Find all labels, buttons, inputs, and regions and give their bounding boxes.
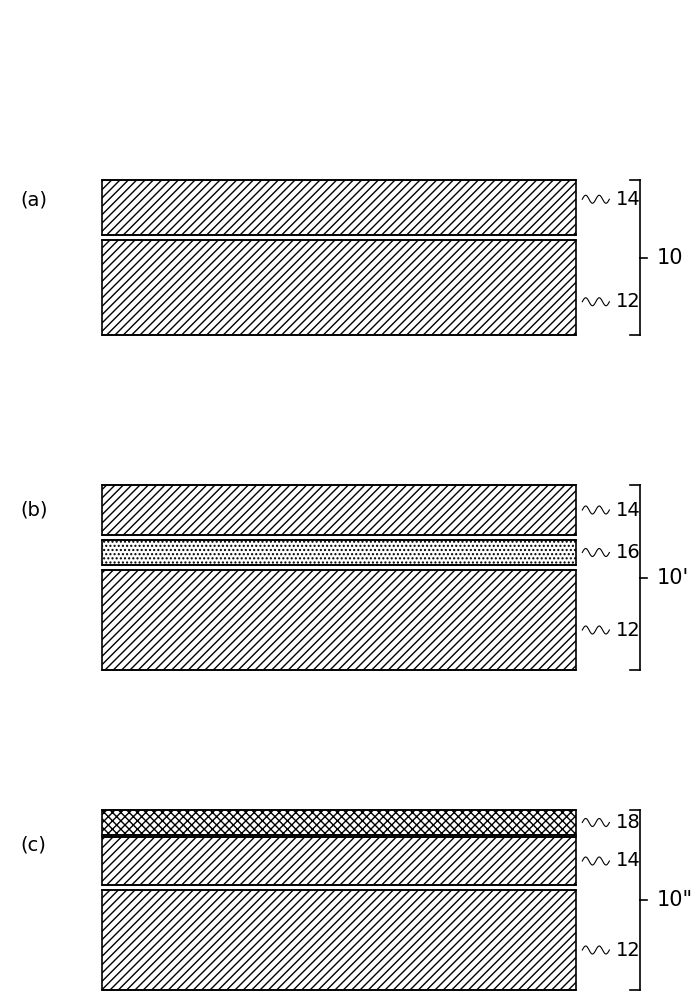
FancyBboxPatch shape xyxy=(102,837,576,885)
Text: 12: 12 xyxy=(616,940,641,960)
Text: 14: 14 xyxy=(616,852,641,870)
Text: (c): (c) xyxy=(20,836,46,854)
FancyBboxPatch shape xyxy=(102,180,576,235)
FancyBboxPatch shape xyxy=(102,240,576,335)
Text: 10: 10 xyxy=(657,247,683,267)
Text: (a): (a) xyxy=(20,190,47,210)
Text: 18: 18 xyxy=(616,813,641,832)
Text: (b): (b) xyxy=(20,500,48,520)
FancyBboxPatch shape xyxy=(102,810,576,835)
Text: 10': 10' xyxy=(657,568,689,587)
Text: 14: 14 xyxy=(616,190,641,209)
FancyBboxPatch shape xyxy=(102,570,576,670)
FancyBboxPatch shape xyxy=(102,540,576,565)
FancyBboxPatch shape xyxy=(102,890,576,990)
FancyBboxPatch shape xyxy=(102,485,576,535)
Text: 12: 12 xyxy=(616,620,641,640)
Text: 12: 12 xyxy=(616,292,641,311)
Text: 10": 10" xyxy=(657,890,693,910)
Text: 16: 16 xyxy=(616,543,641,562)
Text: 14: 14 xyxy=(616,500,641,519)
